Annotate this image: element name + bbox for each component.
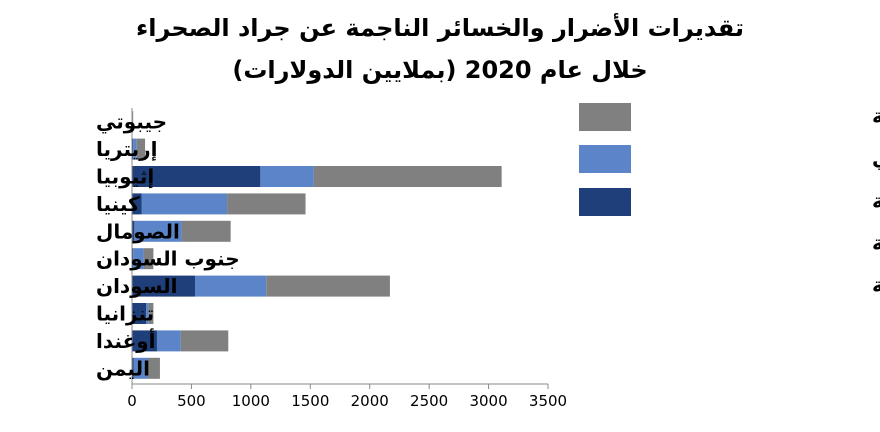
bar-segment-8-series-2 (146, 303, 149, 324)
category-label: أوغندا (96, 327, 156, 353)
legend-swatch-series-1 (579, 188, 631, 216)
bar-segment-7-series-3 (266, 275, 390, 297)
x-axis: 0 500 1000 1500 2000 2500 3000 3500 (127, 108, 567, 410)
bar-segment-4-series-2 (141, 193, 228, 215)
category-label: جنوب السودان (96, 247, 240, 271)
bar-segment-9-series-1 (132, 330, 157, 352)
bar-segment-5-series-2 (134, 220, 182, 242)
bar-segment-3-series-2 (260, 166, 314, 187)
legend-swatch-series-3 (579, 103, 631, 131)
category-label: الصومال (96, 219, 180, 243)
bar-segment-5-series-3 (181, 220, 231, 242)
chart-title: تقديرات الأضرار والخسائر الناجمة عن جراد… (135, 14, 744, 42)
category-label: السودان (96, 274, 177, 298)
chart-subtitle: خلال عام 2020 (بملايين الدولارات) (232, 56, 648, 84)
bar-segment-4-series-1 (132, 193, 142, 215)
category-label: جيبوتي (96, 110, 167, 135)
bar-segment-10-series-1 (132, 357, 134, 379)
bar-segment-8-series-3 (148, 303, 154, 324)
category-label: تنزانيا (96, 302, 154, 326)
x-tick-label: 2500 (410, 392, 448, 410)
bar-segment-2-series-1 (132, 138, 134, 160)
bar-segment-8-series-1 (132, 303, 147, 324)
bar-segment-2-series-3 (136, 138, 146, 160)
bar-segment-9-series-3 (180, 330, 229, 352)
x-tick-label: 0 (127, 392, 137, 410)
legend-label-series-1: الخسائر في إنتاجيةالمحاصيل الغذائيةالأسا… (872, 189, 880, 297)
bar-segment-9-series-2 (156, 330, 181, 352)
category-label: إريتريا (96, 137, 158, 161)
bar-segment-5-series-1 (132, 220, 135, 242)
category-label: اليمن (96, 356, 150, 380)
x-tick-label: 3500 (529, 392, 567, 410)
x-tick-label: 3000 (469, 392, 507, 410)
bar-segment-7-series-2 (194, 275, 267, 297)
x-tick-label: 500 (177, 392, 206, 410)
legend-label-series-2: خسائر الإنتاج الحيواني (872, 146, 880, 171)
category-label: كينيا (96, 192, 140, 216)
bar-segment-6-series-1 (132, 248, 134, 270)
bar-segment-7-series-1 (132, 275, 195, 297)
legend-swatch-series-2 (579, 145, 631, 173)
bar-segment-6-series-2 (133, 248, 144, 270)
x-tick-label: 1000 (232, 392, 270, 410)
bar-segment-10-series-2 (133, 357, 149, 379)
legend: خسائر الثروة الحيوانية خسائر الإنتاج الحي… (579, 103, 880, 297)
bar-segment-3-series-1 (132, 166, 261, 187)
category-label: إثيوبيا (96, 165, 154, 189)
legend-label-series-3: خسائر الثروة الحيوانية (872, 104, 880, 128)
x-tick-label: 2000 (351, 392, 389, 410)
bar-segment-1-series-3 (132, 111, 134, 133)
bars-group (132, 111, 502, 379)
bar-segment-10-series-3 (148, 357, 160, 379)
bar-segment-2-series-2 (133, 138, 137, 160)
bar-segment-3-series-3 (313, 166, 502, 187)
bar-segment-6-series-3 (143, 248, 154, 270)
x-tick-label: 1500 (291, 392, 329, 410)
bar-segment-4-series-3 (227, 193, 306, 215)
